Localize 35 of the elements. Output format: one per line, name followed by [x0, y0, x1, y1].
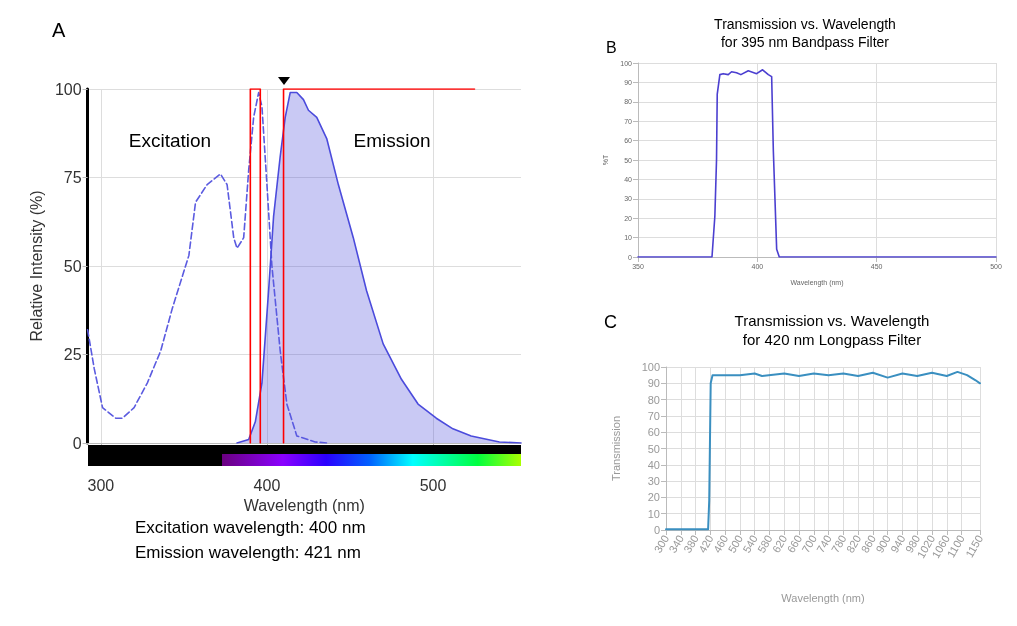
text: A: [52, 19, 66, 41]
annotation: Emission: [353, 129, 431, 151]
y-tick-label: 20: [647, 491, 660, 504]
y-tick-label: 75: [63, 169, 82, 186]
y-tick-label: 40: [647, 458, 660, 471]
x-tick-label: 500: [419, 476, 447, 494]
y-tick-label: 90: [647, 377, 660, 390]
chart-subtitle: for 395 nm Bandpass Filter: [720, 34, 890, 50]
y-tick-label: 0: [653, 524, 660, 536]
x-tick-label: 400: [253, 476, 281, 494]
y-tick-label: 100: [54, 80, 82, 98]
y-tick-label: 30: [647, 475, 660, 488]
text: C: [604, 312, 617, 332]
annotation: Excitation: [128, 129, 212, 151]
y-tick-label: 60: [647, 426, 660, 439]
chart-title: Transmission vs. Wavelength: [734, 312, 930, 329]
y-tick-label: 10: [647, 507, 660, 520]
y-tick-label: 25: [63, 346, 82, 363]
y-tick-label: 0: [72, 434, 82, 452]
y-tick-label: 100: [641, 361, 660, 373]
line-series: [86, 91, 328, 444]
chart-subtitle: for 420 nm Longpass Filter: [742, 331, 922, 348]
x-axis-title: Wavelength (nm): [781, 591, 865, 604]
y-axis-title: Relative Intensity (%): [27, 190, 45, 342]
x-axis-title: Wavelength (nm): [243, 497, 365, 515]
text: Excitation wavelength: 400 nm: [135, 517, 366, 537]
y-tick-label: 50: [63, 257, 82, 275]
text: B: [606, 38, 617, 56]
y-axis-title: Transmission: [609, 416, 622, 481]
y-tick-label: 50: [647, 442, 660, 455]
chart-title: Transmission vs. Wavelength: [714, 16, 896, 32]
text: Emission wavelength: 421 nm: [135, 542, 361, 562]
y-tick-label: 80: [647, 393, 660, 406]
y-tick-label: 70: [647, 409, 660, 422]
x-tick-label: 300: [87, 476, 115, 494]
